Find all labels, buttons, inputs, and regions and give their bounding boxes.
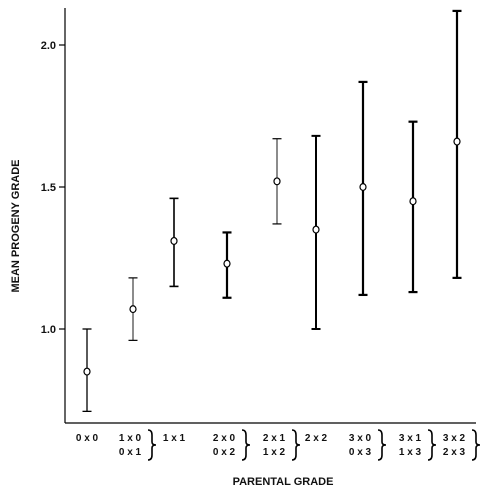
mean-marker	[223, 259, 231, 268]
x-category-label: 1 x 2	[263, 447, 286, 458]
x-category-label: 2 x 0	[213, 433, 236, 444]
x-category-label: 0 x 2	[213, 447, 236, 458]
y-axis-title: MEAN PROGENY GRADE	[10, 159, 22, 292]
brace-icon	[291, 429, 301, 461]
x-category-label: 1 x 1	[163, 433, 186, 444]
x-category-label: 2 x 3	[443, 447, 466, 458]
mean-marker	[129, 305, 137, 314]
x-category: 3 x 2 2 x 3	[443, 429, 481, 461]
y-tick-label: 2.0	[41, 40, 56, 52]
brace-icon	[427, 429, 437, 461]
x-category: 3 x 0 0 x 3	[349, 429, 387, 461]
brace-icon	[377, 429, 387, 461]
x-category-label: 0 x 0	[76, 433, 99, 444]
mean-marker	[409, 197, 417, 206]
y-ticks: 1.0 1.5 2.0	[41, 40, 65, 336]
x-category-label: 2 x 2	[305, 433, 328, 444]
mean-marker	[170, 236, 178, 245]
y-tick-label: 1.0	[41, 324, 56, 336]
x-category-label: 1 x 3	[399, 447, 422, 458]
brace-icon	[147, 429, 157, 461]
x-category-label: 3 x 2	[443, 433, 466, 444]
x-category-label: 3 x 0	[349, 433, 372, 444]
y-tick-label: 1.5	[41, 182, 56, 194]
x-category-label: 0 x 1	[119, 447, 142, 458]
x-category-label: 3 x 1	[399, 433, 422, 444]
x-category: 1 x 0 0 x 1	[119, 429, 157, 461]
x-axis-title: PARENTAL GRADE	[233, 476, 334, 488]
x-category: 0 x 0	[76, 433, 99, 444]
x-category: 2 x 1 1 x 2	[263, 429, 301, 461]
mean-marker	[273, 177, 281, 186]
x-categories: 0 x 0 1 x 0 0 x 1 1 x 1 2 x 0 0 x 2 2 x 1 1 x 2…	[76, 429, 481, 461]
x-category: 1 x 1	[163, 433, 186, 444]
x-category: 2 x 0 0 x 2	[213, 429, 251, 461]
x-category: 3 x 1 1 x 3	[399, 429, 437, 461]
axes	[64, 8, 476, 424]
data-points	[82, 9, 462, 413]
mean-marker	[312, 225, 320, 234]
x-category: 2 x 2	[305, 433, 328, 444]
mean-marker	[83, 367, 91, 376]
x-category-label: 0 x 3	[349, 447, 372, 458]
brace-icon	[471, 429, 481, 461]
mean-marker	[453, 137, 461, 146]
mean-marker	[359, 183, 367, 192]
x-category-label: 2 x 1	[263, 433, 286, 444]
x-category-label: 1 x 0	[119, 433, 142, 444]
brace-icon	[241, 429, 251, 461]
